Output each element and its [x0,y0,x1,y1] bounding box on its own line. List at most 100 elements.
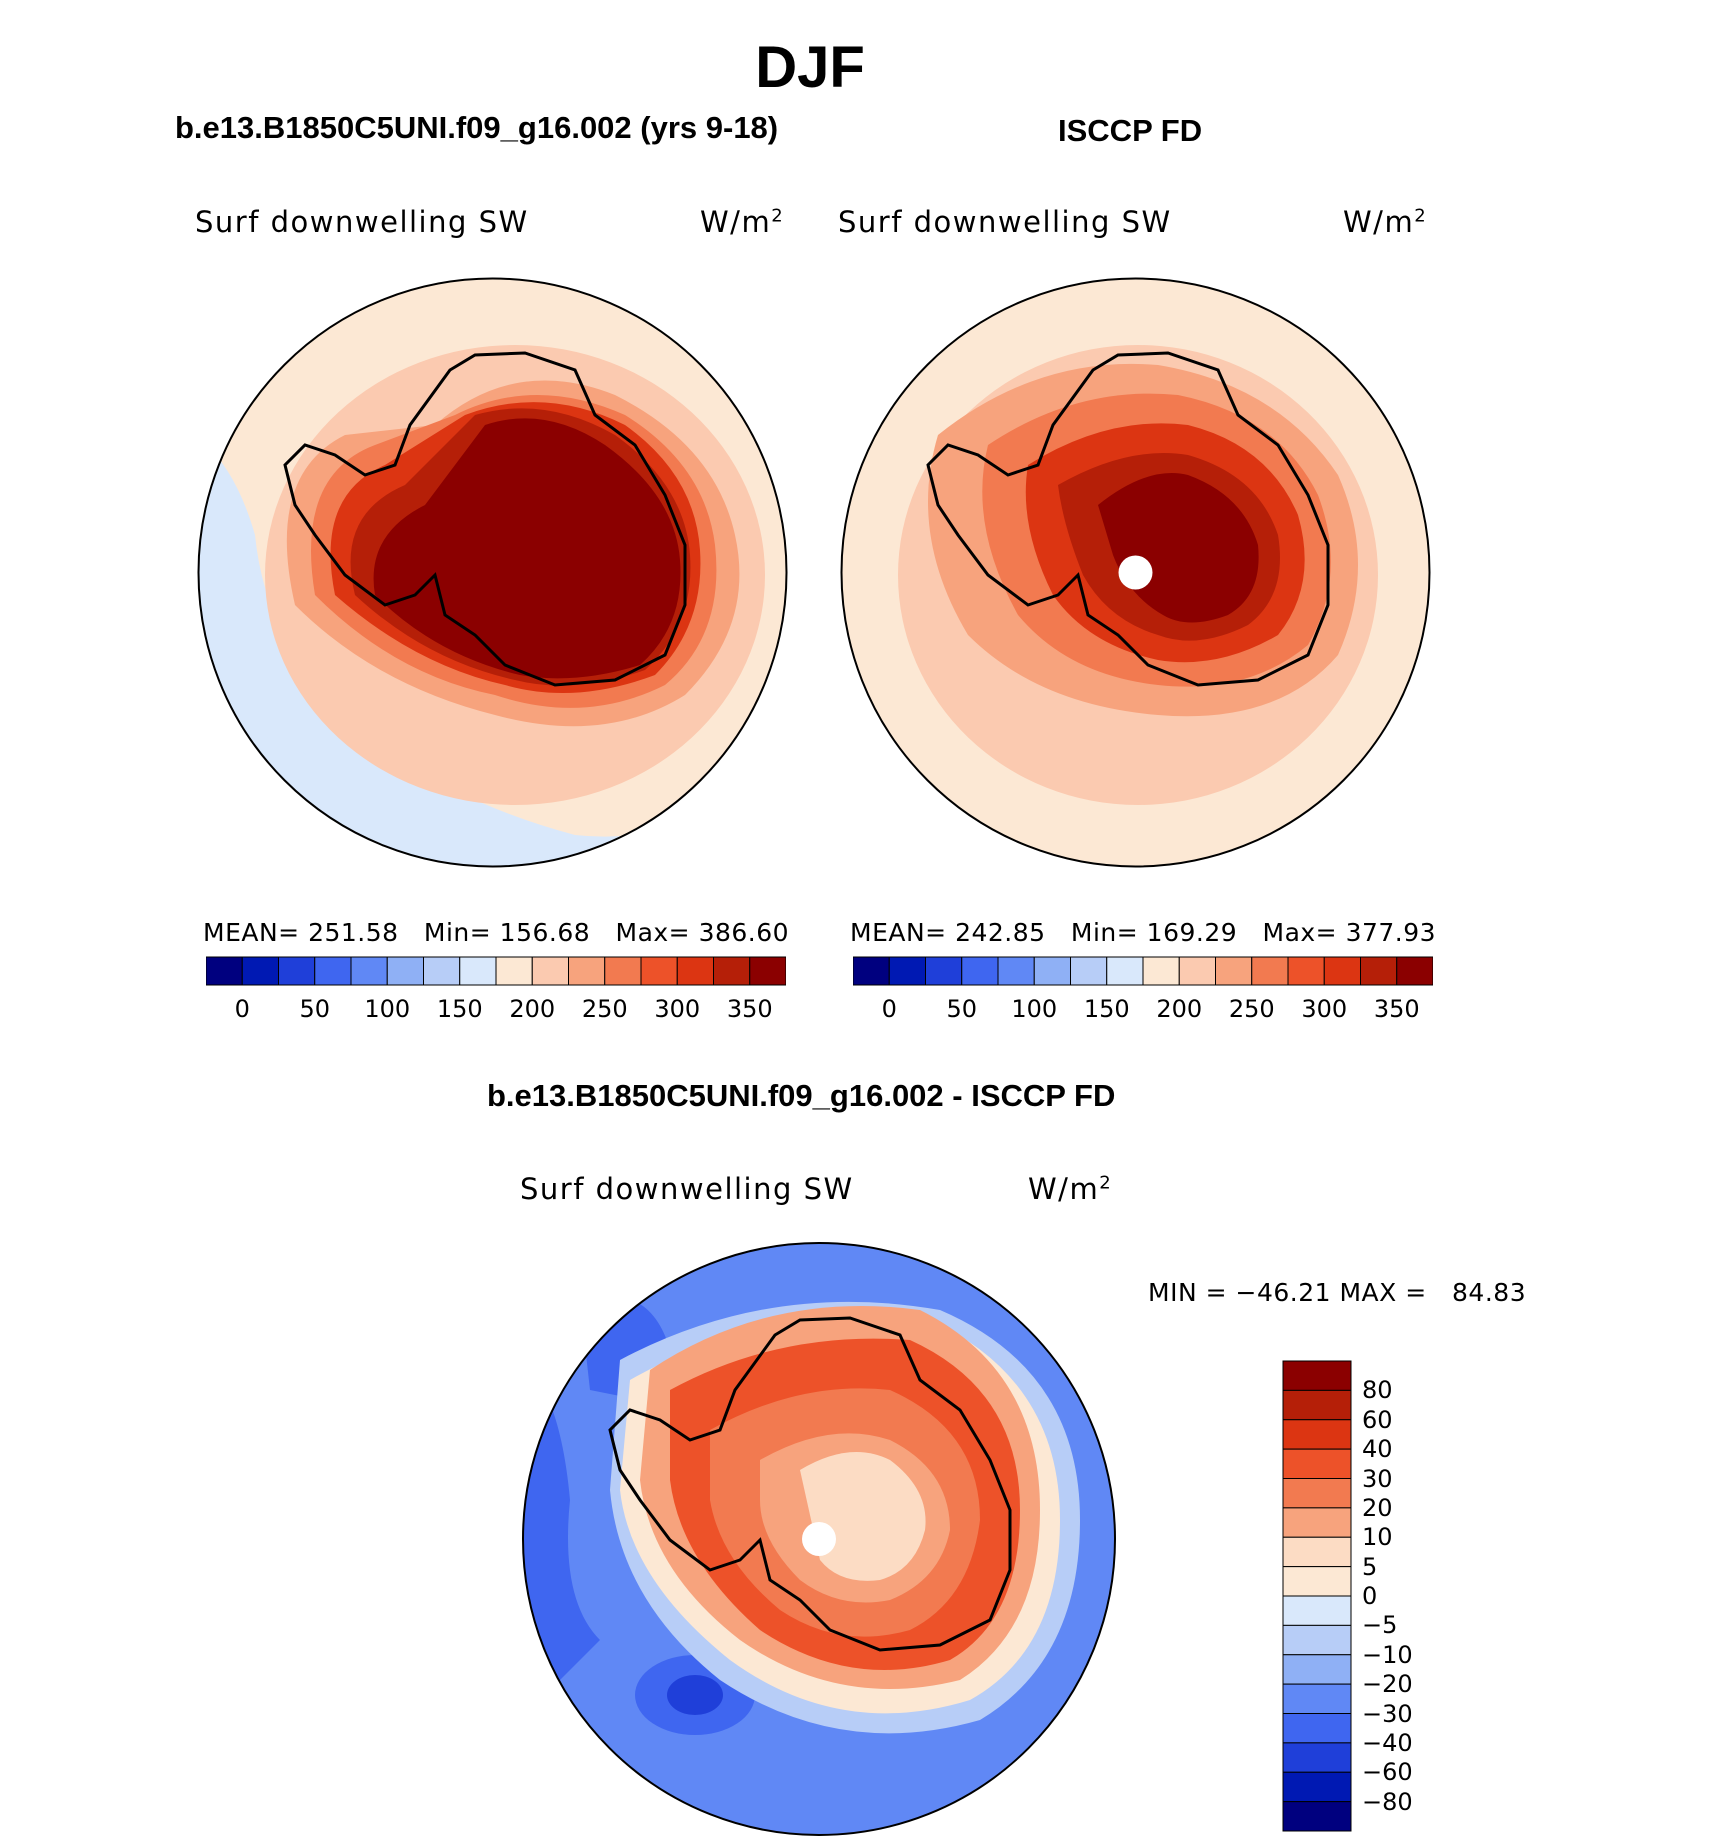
colorbar-tick-label: 30 [1362,1464,1393,1493]
colorbar-box [1282,1419,1352,1450]
colorbar-tick-label: 250 [581,995,628,1023]
panel2-polar-map [840,277,1431,868]
colorbar-tick-label: −5 [1362,1611,1398,1640]
diff-colorbar [1282,1360,1352,1832]
colorbar-box [1287,956,1325,986]
colorbar-box [1282,1507,1352,1538]
colorbar-tick-label: 300 [1301,995,1348,1023]
colorbar-box [206,956,243,986]
colorbar-box [1142,956,1180,986]
panel1-polar-map [197,277,788,868]
colorbar-tick-label: 0 [881,995,897,1023]
panel1-units: W/m2 [700,205,785,239]
colorbar-box [1178,956,1216,986]
colorbar-box [314,956,352,986]
colorbar-tick-label: 40 [1362,1435,1393,1464]
colorbar-box [350,956,388,986]
colorbar-box [997,956,1035,986]
colorbar-box [495,956,533,986]
colorbar-tick-label: 100 [364,995,411,1023]
panel1-case-title: b.e13.B1850C5UNI.f09_g16.002 (yrs 9-18) [175,110,779,145]
colorbar-tick-label: 350 [726,995,773,1023]
panel2-variable-label: Surf downwelling SW [838,205,1172,239]
colorbar-box [531,956,569,986]
colorbar-tick-label: 150 [436,995,483,1023]
panel2-colorbar-ticks: 0 50 100 150 200 250 300 350 [853,995,1433,1027]
panel2-stats: MEAN= 242.85 Min= 169.29 Max= 377.93 [850,918,1437,947]
colorbar-box [853,956,890,986]
colorbar-box [749,956,786,986]
colorbar-tick-label: 50 [946,995,978,1023]
colorbar-box [676,956,714,986]
colorbar-box [1323,956,1361,986]
colorbar-box [1282,1742,1352,1773]
colorbar-box [1070,956,1108,986]
colorbar-box [1106,956,1144,986]
colorbar-tick-label: 0 [234,995,250,1023]
figure-title: DJF [755,35,865,100]
colorbar-box [423,956,461,986]
panel1-variable-label: Surf downwelling SW [195,205,529,239]
diff-colorbar-labels: 80 60 40 30 20 10 5 0 −5 −10 −20 −30 −40 −60 −80 [1362,1360,1482,1834]
colorbar-box [713,956,751,986]
colorbar-box [1396,956,1433,986]
colorbar-tick-label: −80 [1362,1787,1413,1816]
colorbar-box [925,956,963,986]
colorbar-box [1282,1624,1352,1656]
diff-variable-label: Surf downwelling SW [520,1172,854,1206]
colorbar-box [961,956,999,986]
colorbar-box [1282,1448,1352,1479]
colorbar-tick-label: 80 [1362,1376,1393,1405]
colorbar-box [241,956,279,986]
colorbar-tick-label: 0 [1362,1582,1378,1610]
colorbar-box [1282,1683,1352,1714]
colorbar-tick-label: 200 [509,995,556,1023]
colorbar-tick-label: −40 [1362,1728,1413,1757]
colorbar-box [568,956,606,986]
colorbar-box [1282,1478,1352,1509]
colorbar-tick-label: 150 [1083,995,1130,1023]
colorbar-box [1033,956,1071,986]
colorbar-tick-label: 200 [1156,995,1203,1023]
colorbar-box [1360,956,1398,986]
colorbar-tick-label: 10 [1362,1523,1393,1552]
panel1-stats: MEAN= 251.58 Min= 156.68 Max= 386.60 [203,918,790,947]
diff-polar-map [522,1242,1116,1836]
colorbar-box [1282,1389,1352,1421]
colorbar-tick-label: 20 [1362,1493,1393,1522]
colorbar-box [1282,1771,1352,1803]
colorbar-box [1282,1360,1352,1391]
panel2-units: W/m2 [1343,205,1428,239]
colorbar-box [1282,1713,1352,1744]
colorbar-tick-label: 250 [1228,995,1275,1023]
colorbar-tick-label: 100 [1011,995,1058,1023]
colorbar-tick-label: 300 [654,995,701,1023]
colorbar-tick-label: 5 [1362,1552,1378,1581]
colorbar-box [604,956,642,986]
colorbar-box [459,956,497,986]
colorbar-box [888,956,926,986]
colorbar-box [640,956,678,986]
colorbar-tick-label: −30 [1362,1699,1413,1728]
colorbar-box [278,956,316,986]
colorbar-box [1282,1566,1352,1597]
diff-case-title: b.e13.B1850C5UNI.f09_g16.002 - ISCCP FD [487,1078,1116,1113]
colorbar-tick-label: −10 [1362,1640,1413,1669]
colorbar-tick-label: −60 [1362,1758,1413,1787]
colorbar-tick-label: 60 [1362,1405,1393,1434]
panel2-case-title: ISCCP FD [1058,113,1203,148]
colorbar-box [1215,956,1253,986]
colorbar-box [1282,1801,1352,1832]
panel1-colorbar [206,956,786,986]
colorbar-box [1251,956,1289,986]
panel2-colorbar [853,956,1433,986]
diff-minmax: MIN = −46.21 MAX = 84.83 [1148,1278,1527,1307]
colorbar-box [1282,1654,1352,1685]
panel1-colorbar-ticks: 0 50 100 150 200 250 300 350 [206,995,786,1027]
diff-units: W/m2 [1028,1172,1113,1206]
colorbar-tick-label: −20 [1362,1670,1413,1699]
colorbar-tick-label: 50 [299,995,331,1023]
colorbar-box [1282,1536,1352,1568]
colorbar-box [386,956,424,986]
colorbar-box [1282,1595,1352,1626]
